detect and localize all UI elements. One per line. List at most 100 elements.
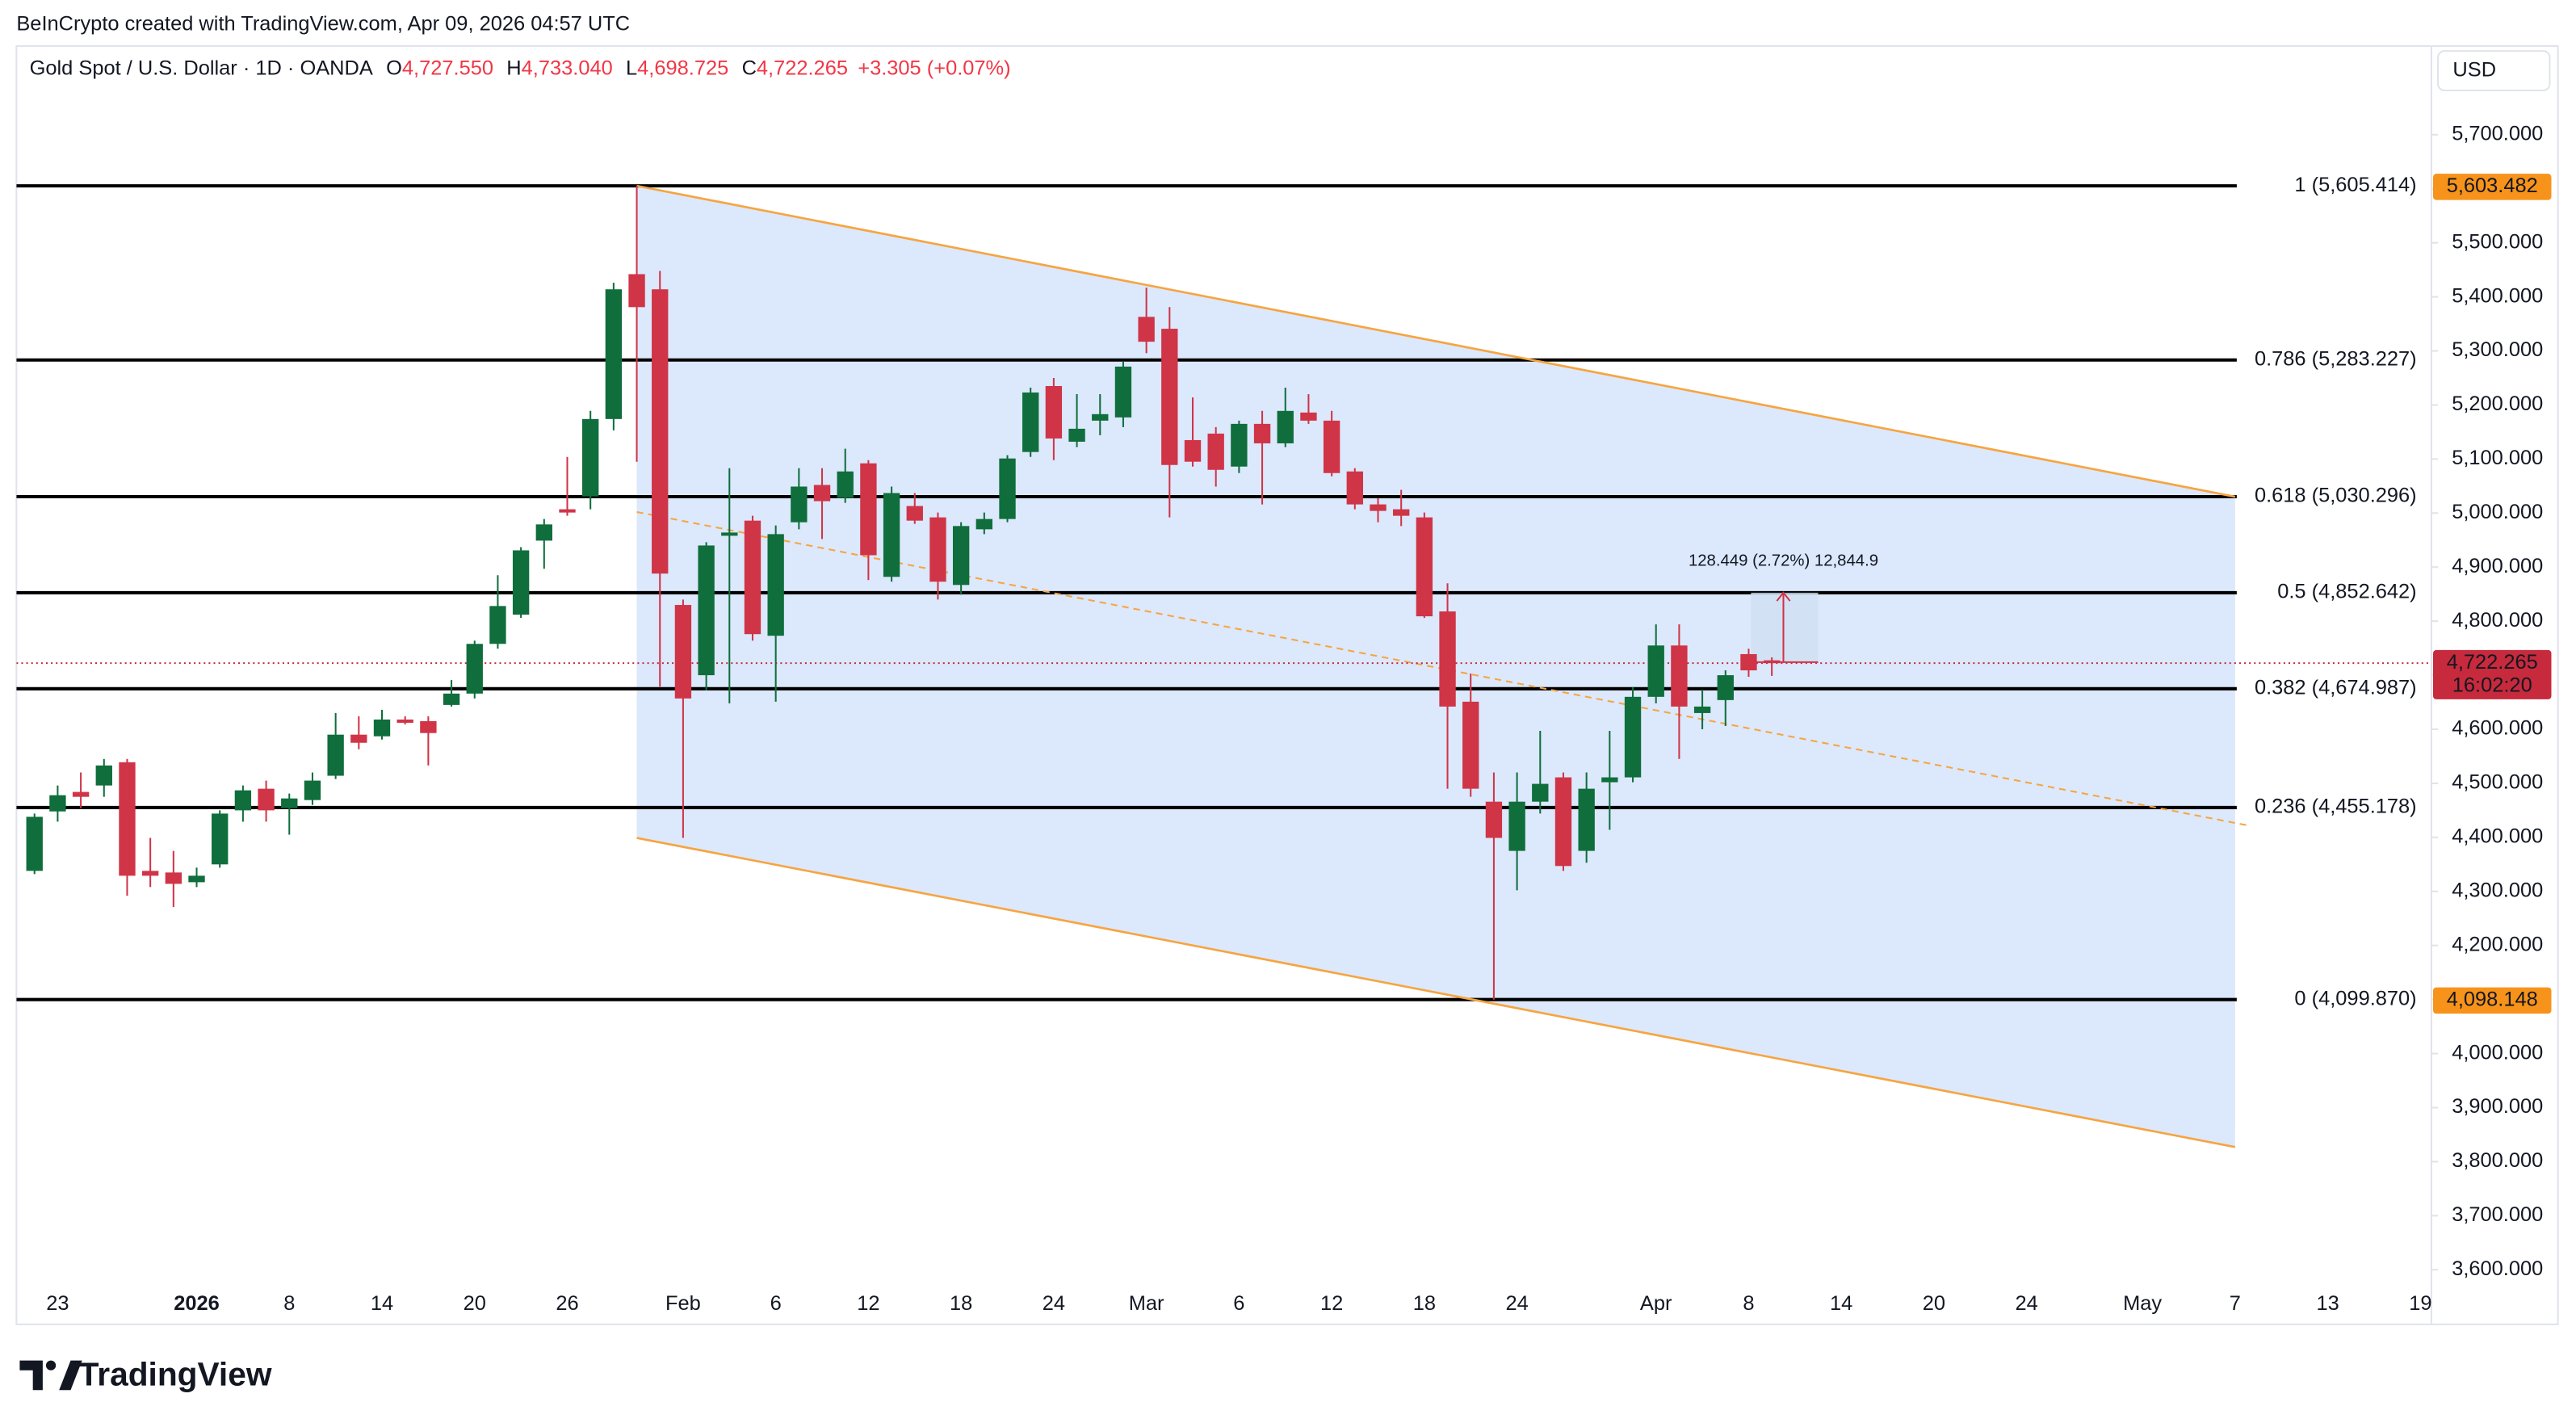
candle-body: [1462, 701, 1479, 789]
candle-body: [628, 274, 645, 308]
candle-body: [674, 605, 692, 699]
candle-body: [373, 719, 391, 737]
candle-body: [975, 518, 993, 530]
y-tick-label: 3,700.000: [2452, 1203, 2543, 1226]
footer-brand: TradingView: [79, 1356, 272, 1393]
x-tick-label: Apr: [1640, 1292, 1672, 1315]
candle-body: [535, 524, 552, 541]
candle-body: [605, 289, 623, 419]
candle-body: [1323, 420, 1340, 473]
candle-body: [1647, 645, 1664, 697]
candle-body: [582, 418, 599, 497]
plot-area: [16, 184, 2431, 1148]
measure-label: 128.449 (2.72%) 12,844.9: [1689, 552, 1878, 570]
x-tick-label: 19: [2409, 1292, 2431, 1315]
candle-body: [1045, 386, 1063, 439]
price-label-box: [2433, 987, 2552, 1014]
legend-key: H: [506, 57, 521, 79]
y-tick-label: 5,200.000: [2452, 392, 2543, 415]
candle-body: [1092, 413, 1109, 421]
legend-key: C: [742, 57, 757, 79]
y-tick-label: 5,700.000: [2452, 123, 2543, 145]
y-tick-label: 4,500.000: [2452, 771, 2543, 794]
legend: Gold Spot / U.S. Dollar · 1D · OANDA O 4,7…: [30, 57, 1011, 79]
measure-box: [1751, 592, 1819, 662]
x-tick-label: 12: [1320, 1292, 1343, 1315]
y-tick-label: 4,400.000: [2452, 825, 2543, 848]
candle-body: [1184, 439, 1202, 462]
legend-change: +3.305 (+0.07%): [858, 57, 1010, 79]
candle-body: [1231, 423, 1248, 467]
currency-box[interactable]: [2437, 50, 2551, 91]
candle-body: [883, 493, 900, 577]
candle-body: [1300, 412, 1317, 421]
y-tick-label: 5,100.000: [2452, 447, 2543, 469]
channel-upper: [636, 184, 2236, 498]
candle-body: [1601, 777, 1618, 783]
candle-body: [350, 734, 367, 743]
x-tick-label: 20: [1923, 1292, 1945, 1315]
candle-body: [420, 720, 437, 733]
candle-body: [1138, 317, 1155, 342]
x-tick-label: 12: [857, 1292, 879, 1315]
candle-body: [396, 719, 413, 723]
fib-label: 0.5 (4,852.642): [2277, 581, 2416, 603]
x-tick-label: 26: [556, 1292, 578, 1315]
candle-body: [906, 506, 923, 521]
candle-body: [1763, 660, 1781, 664]
candle-body: [767, 534, 784, 636]
currency[interactable]: USD: [2452, 58, 2496, 81]
candle-body: [999, 458, 1016, 519]
y-tick-label: 3,600.000: [2452, 1257, 2543, 1280]
candle-body: [1114, 366, 1132, 418]
candle-body: [1624, 696, 1642, 778]
y-tick-label: 3,900.000: [2452, 1095, 2543, 1118]
legend-symbol: Gold Spot / U.S. Dollar · 1D · OANDA: [30, 57, 373, 79]
candle-body: [1485, 801, 1503, 838]
countdown: 16:02:20: [2452, 674, 2532, 696]
candle-body: [1161, 329, 1178, 465]
price-label-box: [2433, 174, 2552, 200]
candle-body: [281, 798, 298, 808]
x-tick-label: 13: [2316, 1292, 2339, 1315]
candle-body: [721, 532, 738, 536]
candle-body: [837, 471, 854, 498]
x-tick-label: 24: [2016, 1292, 2038, 1315]
y-tick-label: 4,200.000: [2452, 933, 2543, 955]
pane-border: [15, 45, 2559, 1325]
candle-body: [466, 644, 483, 694]
candle-body: [327, 734, 344, 776]
candle-body: [258, 788, 275, 811]
candle-body: [119, 762, 136, 876]
legend-key: O: [386, 57, 402, 79]
last-price-label: 4,722.265: [2447, 651, 2538, 674]
legend-value: 4,722.265: [757, 57, 848, 79]
fib-label: 1 (5,605.414): [2294, 174, 2416, 196]
measure-arrow-head: [1776, 591, 1791, 602]
candle-body: [1393, 509, 1410, 516]
x-tick-label: 14: [371, 1292, 393, 1315]
candle-body: [489, 606, 506, 644]
candle-body: [141, 871, 159, 876]
y-tick-label: 5,400.000: [2452, 284, 2543, 307]
x-tick-label: May: [2123, 1292, 2162, 1315]
y-tick-label: 3,800.000: [2452, 1149, 2543, 1172]
x-tick-label: 23: [46, 1292, 69, 1315]
candle-body: [744, 520, 761, 635]
x-tick-label: Feb: [665, 1292, 701, 1315]
price-label: 4,098.148: [2447, 989, 2538, 1011]
y-tick-label: 4,300.000: [2452, 879, 2543, 901]
candle-body: [1508, 801, 1525, 851]
candle-body: [698, 545, 715, 676]
x-tick-label: 18: [1413, 1292, 1436, 1315]
candle-body: [95, 765, 112, 786]
logo-glyph: [59, 1360, 82, 1391]
y-tick-label: 5,500.000: [2452, 230, 2543, 253]
candle-body: [1346, 471, 1363, 505]
channel-lower: [636, 837, 2236, 1148]
x-tick-label: 8: [1743, 1292, 1754, 1315]
x-tick-label: 8: [283, 1292, 295, 1315]
fib-label: 0 (4,099.870): [2294, 987, 2416, 1010]
candle-body: [1068, 428, 1085, 442]
